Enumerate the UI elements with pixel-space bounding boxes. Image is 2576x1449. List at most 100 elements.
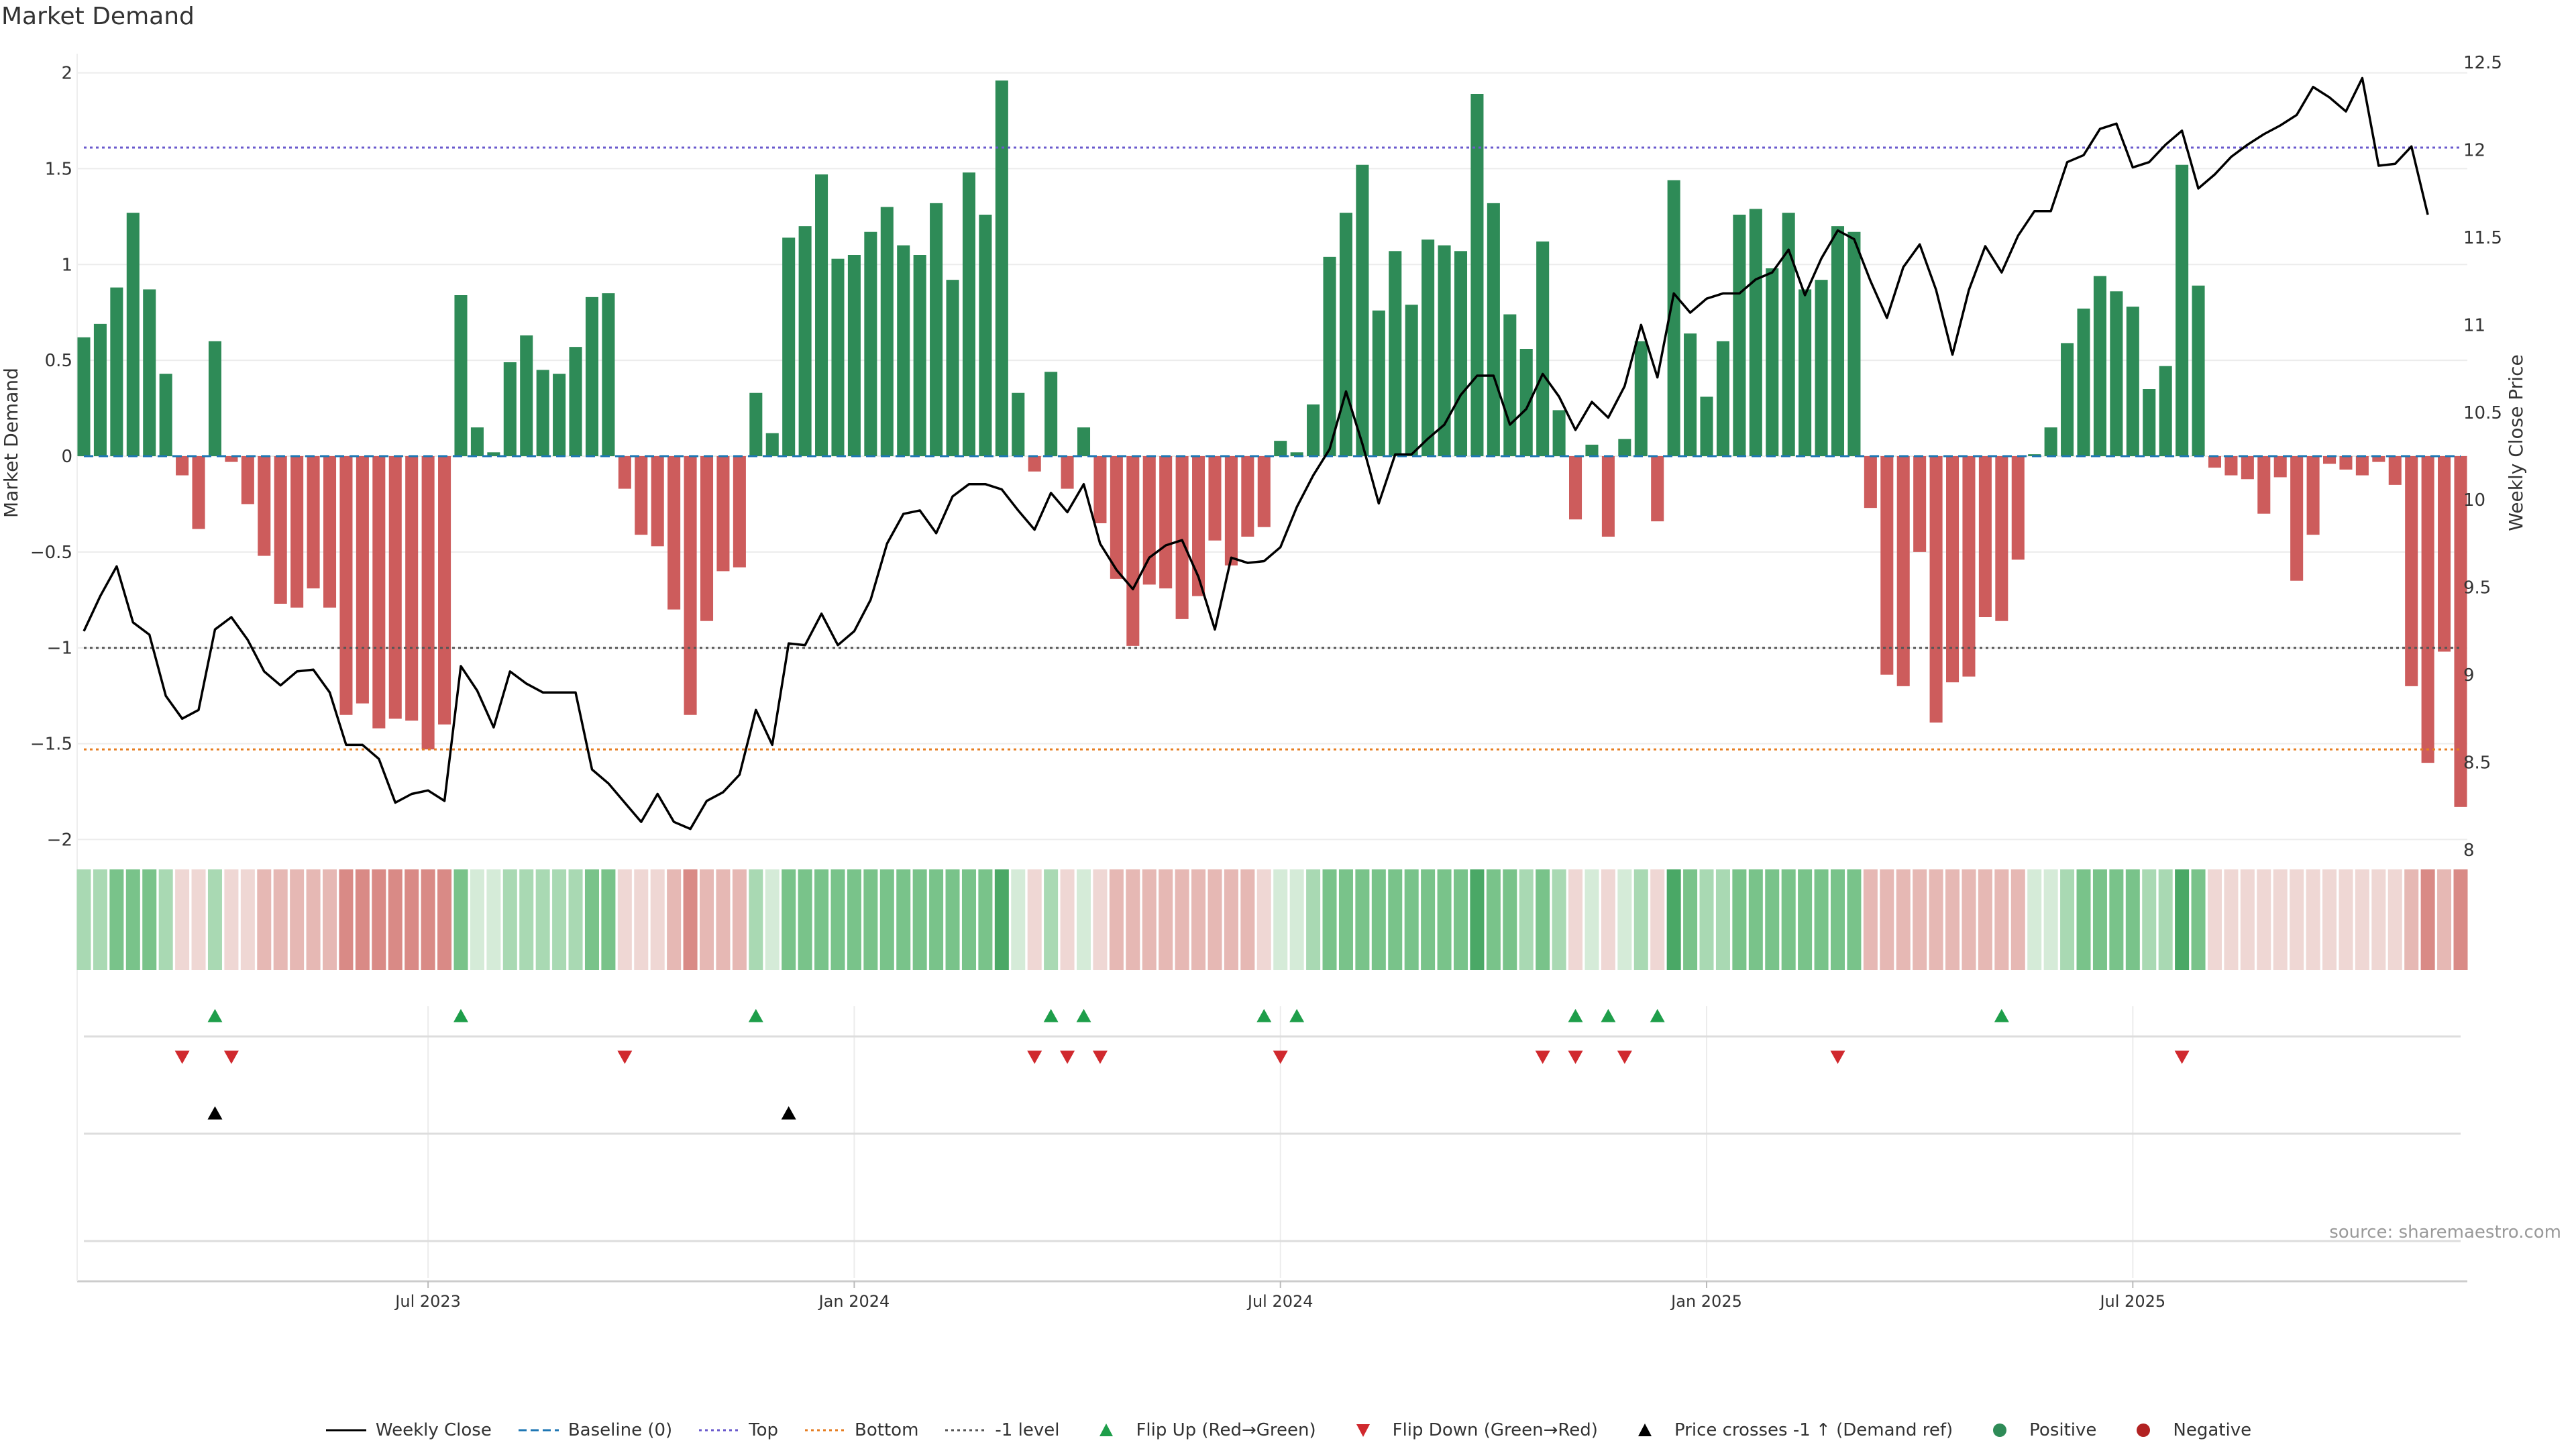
heat-cell	[273, 869, 288, 970]
y-axis-label-left: Market Demand	[0, 368, 22, 518]
heat-cell	[1404, 869, 1419, 970]
heat-cell	[2387, 869, 2402, 970]
heat-cell	[929, 869, 944, 970]
heat-cell	[1208, 869, 1222, 970]
heat-cell	[1781, 869, 1796, 970]
demand-bar-positive	[880, 207, 894, 456]
heat-cell	[224, 869, 239, 970]
heat-cell	[1765, 869, 1780, 970]
heat-cell	[1962, 869, 1976, 970]
heat-cell	[1322, 869, 1337, 970]
heat-cell	[601, 869, 616, 970]
flip-up-marker	[1601, 1009, 1616, 1022]
y2-tick-label: 9	[2463, 665, 2475, 686]
flip-up-marker	[1256, 1009, 1272, 1022]
demand-bar-negative	[1896, 456, 1910, 686]
heat-cell	[290, 869, 305, 970]
heat-cell	[584, 869, 599, 970]
demand-bar-positive	[2093, 276, 2106, 456]
legend: Weekly Close Baseline (0) Top Bottom -1 leve…	[0, 1414, 2576, 1446]
demand-bar-positive	[1536, 241, 1550, 456]
heat-cell	[2043, 869, 2058, 970]
demand-bar-negative	[2224, 456, 2238, 476]
flip-up-marker	[1289, 1009, 1305, 1022]
demand-bar-positive	[126, 213, 140, 456]
demand-bar-positive	[2192, 285, 2205, 456]
y2-tick-label: 8.5	[2463, 753, 2491, 773]
heat-cell	[1633, 869, 1648, 970]
heat-cell	[207, 869, 222, 970]
y-tick-label: −1	[47, 639, 72, 659]
demand-bar-positive	[2044, 427, 2057, 456]
demand-bar-positive	[1847, 231, 1861, 456]
demand-bar-positive	[1782, 213, 1795, 456]
price-line-group	[83, 76, 2429, 830]
demand-bar-positive	[995, 80, 1008, 456]
demand-bar-negative	[388, 456, 402, 719]
y2-tick-label: 10	[2463, 490, 2485, 511]
heat-cell	[1388, 869, 1403, 970]
heat-cell	[1715, 869, 1730, 970]
heat-cell	[93, 869, 107, 970]
heat-cell	[1978, 869, 1992, 970]
demand-bar-negative	[733, 456, 746, 568]
demand-bar-negative	[323, 456, 337, 608]
demand-bar-negative	[2306, 456, 2320, 535]
x-tick-label: Jan 2024	[818, 1292, 890, 1311]
heat-cell	[617, 869, 632, 970]
legend-item-weekly_close: Weekly Close	[325, 1420, 492, 1440]
demand-bar-negative	[176, 456, 189, 476]
legend-symbol-flip_down	[1356, 1424, 1370, 1437]
heat-cell	[388, 869, 402, 970]
heat-cell	[1273, 869, 1288, 970]
heat-cell	[125, 869, 140, 970]
heat-cell	[994, 869, 1009, 970]
y2-tick-label: 10.5	[2463, 403, 2502, 423]
demand-bar-negative	[2372, 456, 2385, 462]
heat-cell	[2453, 869, 2468, 970]
demand-bar-positive	[1585, 444, 1599, 456]
heat-cell	[1896, 869, 1911, 970]
heat-cell	[158, 869, 173, 970]
demand-bar-positive	[2061, 343, 2074, 456]
demand-bar-negative	[2438, 456, 2451, 652]
legend-item-bottom: Bottom	[804, 1420, 918, 1440]
legend-label: -1 level	[995, 1420, 1060, 1440]
heat-cell	[191, 869, 206, 970]
demand-bar-negative	[438, 456, 451, 724]
heat-cell	[1289, 869, 1304, 970]
legend-symbol-negative	[2137, 1424, 2151, 1437]
heat-cell	[847, 869, 861, 970]
demand-bar-negative	[1159, 456, 1173, 589]
y-tick-label: −1.5	[30, 735, 72, 755]
heat-cell	[519, 869, 534, 970]
legend-item-negative: Negative	[2122, 1420, 2251, 1440]
demand-bar-negative	[1601, 456, 1615, 537]
demand-bar-positive	[1519, 349, 1533, 456]
heat-cell	[1814, 869, 1829, 970]
legend-label: Flip Up (Red→Green)	[1136, 1420, 1316, 1440]
heat-cell	[863, 869, 878, 970]
legend-symbol-flip_up	[1099, 1424, 1114, 1436]
demand-bar-negative	[225, 456, 238, 462]
demand-bar-positive	[569, 347, 582, 456]
flip-down-marker	[1535, 1051, 1550, 1064]
heat-cell	[2010, 869, 2025, 970]
x-axis: Jul 2023 Jan 2024 Jul 2024 Jan 2025 Jul 2025	[394, 1281, 2165, 1311]
demand-bar-positive	[553, 374, 566, 456]
demand-bar-negative	[2273, 456, 2287, 478]
heat-cell	[502, 869, 517, 970]
legend-label: Positive	[2029, 1420, 2097, 1440]
flip-down-marker	[617, 1051, 633, 1064]
heat-cell	[2109, 869, 2124, 970]
demand-bar-negative	[274, 456, 287, 604]
heat-cell	[896, 869, 911, 970]
heat-cell	[1453, 869, 1468, 970]
heat-cell	[535, 869, 550, 970]
demand-bar-negative	[716, 456, 730, 572]
demand-bar-negative	[2322, 456, 2337, 464]
flip-down-marker	[174, 1051, 190, 1064]
demand-bar-positive	[454, 295, 468, 456]
heat-cell	[1929, 869, 1943, 970]
demand-bar-positive	[1438, 245, 1451, 456]
